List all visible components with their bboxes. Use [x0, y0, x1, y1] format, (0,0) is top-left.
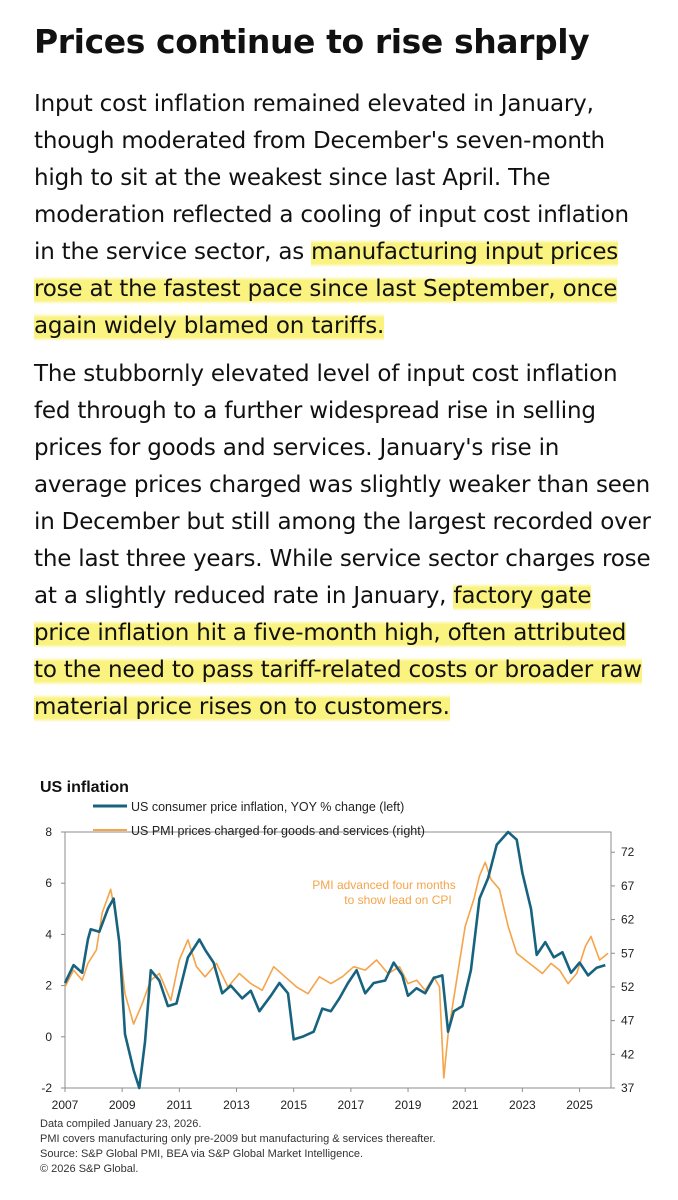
series-layer — [63, 830, 609, 1090]
y-left-tick-label: -2 — [41, 1081, 52, 1095]
x-tick-label: 2009 — [109, 1098, 136, 1112]
x-tick-label: 2015 — [280, 1098, 307, 1112]
chart-annotation-line-1: PMI advanced four months — [312, 878, 455, 892]
y-axis-right: 72 67 62 57 52 47 42 37 — [611, 845, 635, 1095]
article-paragraph-2: The stubbornly elevated level of input c… — [34, 356, 654, 726]
y-right-tick-label: 47 — [621, 1014, 635, 1028]
footnote-4: © 2026 S&P Global. — [40, 1163, 138, 1175]
inflation-chart: US inflation US consumer price inflation… — [40, 779, 635, 1175]
paragraph-1-text: Input cost inflation remained elevated i… — [34, 91, 629, 265]
y-right-tick-label: 57 — [621, 946, 635, 960]
x-axis: 2007 2009 2011 2013 2015 2017 2019 2021 2023 2025 — [52, 1088, 593, 1112]
x-tick-label: 2017 — [338, 1098, 365, 1112]
x-tick-label: 2021 — [452, 1098, 479, 1112]
y-right-tick-label: 37 — [621, 1081, 635, 1095]
x-tick-label: 2013 — [223, 1098, 250, 1112]
y-left-tick-label: 0 — [45, 1030, 52, 1044]
y-left-tick-label: 2 — [45, 979, 52, 993]
legend-pmi-label: US PMI prices charged for goods and serv… — [131, 824, 425, 838]
series-line-pmi — [64, 861, 609, 1079]
series-line-cpi — [63, 830, 606, 1090]
y-right-tick-label: 62 — [621, 913, 635, 927]
footnote-2: PMI covers manufacturing only pre-2009 b… — [40, 1133, 436, 1145]
paragraph-1-highlight: manufacturing input prices rose at the f… — [34, 237, 619, 341]
x-tick-label: 2023 — [509, 1098, 536, 1112]
plot-frame — [64, 831, 612, 1089]
y-left-tick-label: 4 — [45, 927, 52, 941]
chart-annotation-line-2: to show lead on CPI — [344, 893, 451, 907]
y-right-tick-label: 52 — [621, 980, 635, 994]
y-right-tick-label: 42 — [621, 1047, 635, 1061]
y-right-tick-label: 67 — [621, 879, 635, 893]
x-tick-label: 2019 — [395, 1098, 422, 1112]
article-paragraph-1: Input cost inflation remained elevated i… — [34, 86, 654, 345]
y-axis-left: 8 6 4 2 0 -2 — [41, 825, 65, 1095]
paragraph-2-text: The stubbornly elevated level of input c… — [34, 361, 651, 609]
x-tick-label: 2011 — [166, 1098, 192, 1112]
legend-cpi-label: US consumer price inflation, YOY % chang… — [131, 800, 404, 814]
footnote-3: Source: S&P Global PMI, BEA via S&P Glob… — [40, 1148, 363, 1160]
y-right-tick-label: 72 — [621, 845, 635, 859]
chart-title: US inflation — [40, 779, 129, 796]
y-left-tick-label: 6 — [45, 876, 52, 890]
footnote-1: Data compiled January 23, 2026. — [40, 1118, 201, 1130]
x-tick-label: 2007 — [52, 1098, 79, 1112]
y-left-tick-label: 8 — [45, 825, 52, 839]
article-title: Prices continue to rise sharply — [34, 22, 590, 61]
x-tick-label: 2025 — [566, 1098, 593, 1112]
